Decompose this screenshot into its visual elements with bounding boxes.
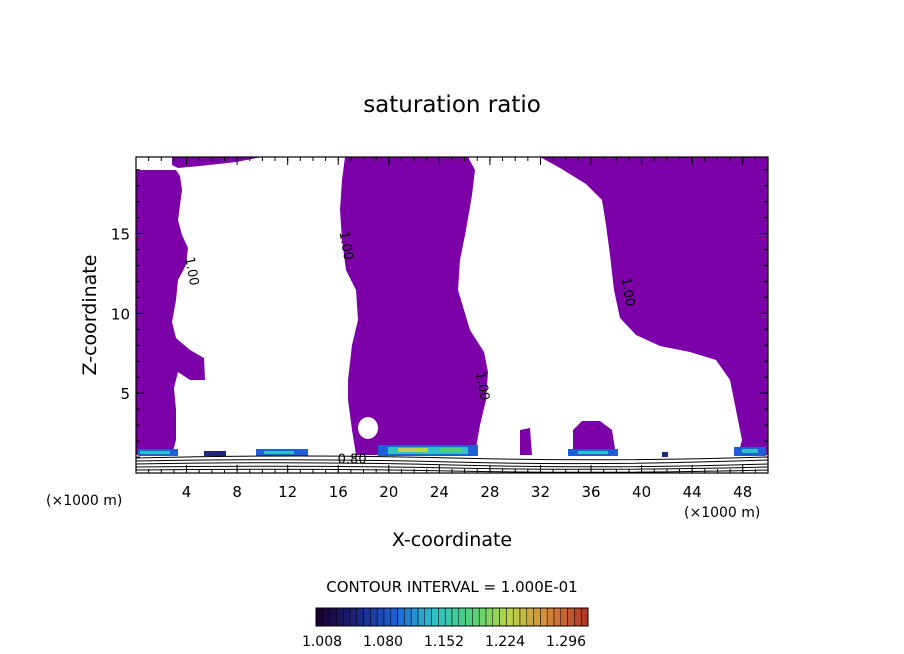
x-tick-label: 40: [632, 483, 651, 501]
colorbar-swatch: [363, 607, 371, 627]
x-tick-label: 48: [733, 483, 752, 501]
colorbar-swatch: [478, 607, 487, 627]
x-unit-right: (×1000 m): [684, 505, 760, 521]
x-axis-label: X-coordinate: [392, 529, 512, 551]
x-tick-label: 16: [329, 483, 348, 501]
colorbar-swatch: [397, 607, 405, 627]
colorbar-tick-label: 1.080: [363, 634, 403, 650]
y-tick-label: 5: [120, 385, 130, 403]
contour-label: 0.80: [338, 452, 367, 467]
x-tick-label: 20: [379, 483, 398, 501]
saturated-region-right: [540, 157, 768, 455]
hole-center: [358, 417, 378, 439]
x-ticks: 4 8 12 16 20 24 28 32 36 40 44 48: [148, 157, 756, 501]
colorbar-tick-label: 1.152: [424, 634, 464, 650]
contour-labels: 1.00 1.00 1.00 1.00 0.80: [181, 230, 637, 467]
colorbar-swatch: [370, 607, 378, 627]
colorbar-swatch: [540, 607, 548, 627]
contour-interval-label: CONTOUR INTERVAL = 1.000E-01: [326, 578, 577, 596]
colorbar-swatch: [485, 607, 494, 627]
colorbar-swatch: [438, 607, 446, 627]
colorbar-swatch: [336, 607, 344, 627]
colorbar-tick-labels: 1.008 1.080 1.152 1.224 1.296: [302, 634, 586, 650]
colorbar-swatch: [580, 607, 589, 627]
colorbar-swatch: [546, 607, 555, 627]
colorbar-swatch: [431, 607, 439, 627]
x-tick-label: 32: [531, 483, 550, 501]
low-level-bands: [138, 445, 766, 457]
contour-label: 1.00: [472, 371, 492, 402]
near-surface-contours: [136, 455, 768, 473]
colorbar-swatch: [342, 607, 351, 627]
chart-title: saturation ratio: [363, 92, 541, 118]
colorbar-swatch: [465, 607, 473, 627]
colorbar-swatch: [390, 607, 398, 627]
colorbar-swatch: [567, 607, 575, 627]
colorbar-swatch: [506, 607, 514, 627]
contour-field: [136, 157, 768, 473]
x-unit-left: (×1000 m): [46, 493, 122, 509]
colorbar-swatch: [383, 607, 392, 627]
colorbar-swatch: [492, 607, 500, 627]
x-tick-label: 12: [278, 483, 297, 501]
colorbar-swatch: [526, 607, 534, 627]
x-tick-label: 44: [683, 483, 702, 501]
colorbar-swatch: [322, 607, 330, 627]
colorbar-tick-label: 1.296: [546, 634, 586, 650]
x-tick-label: 28: [480, 483, 499, 501]
y-tick-label: 15: [111, 226, 130, 244]
colorbar-swatch: [376, 607, 385, 627]
saturated-region-thin: [520, 428, 532, 455]
colorbar-swatch: [553, 607, 562, 627]
colorbar-swatch: [444, 607, 453, 627]
y-tick-label: 10: [111, 305, 130, 323]
saturated-region-top-left: [172, 157, 262, 168]
colorbar-swatch: [410, 607, 419, 627]
x-tick-label: 36: [581, 483, 600, 501]
colorbar-swatch: [404, 607, 412, 627]
contour-label: 1.00: [181, 256, 201, 287]
colorbar-swatch: [574, 607, 582, 627]
colorbar-swatch: [315, 607, 324, 627]
colorbar: [315, 607, 589, 627]
colorbar-swatch: [519, 607, 528, 627]
colorbar-swatch: [329, 607, 337, 627]
x-tick-label: 4: [182, 483, 192, 501]
colorbar-swatch: [356, 607, 364, 627]
colorbar-swatch: [458, 607, 466, 627]
x-tick-label: 8: [232, 483, 242, 501]
colorbar-swatch: [451, 607, 460, 627]
colorbar-swatch: [349, 607, 358, 627]
y-ticks: 5 10 15: [111, 169, 768, 458]
saturated-region-left: [136, 170, 205, 455]
colorbar-tick-label: 1.224: [485, 634, 525, 650]
y-axis-label: Z-coordinate: [79, 255, 101, 376]
colorbar-swatch: [499, 607, 507, 627]
colorbar-swatch: [560, 607, 568, 627]
contour-label: 1.00: [617, 276, 637, 307]
contour-label: 1.00: [336, 230, 356, 261]
colorbar-frame: [315, 607, 589, 627]
saturated-region-small-right: [573, 421, 616, 455]
colorbar-swatch: [512, 607, 521, 627]
colorbar-swatch: [417, 607, 426, 627]
colorbar-swatch: [533, 607, 541, 627]
x-tick-label: 24: [430, 483, 449, 501]
colorbar-tick-label: 1.008: [302, 634, 342, 650]
colorbar-swatch: [424, 607, 432, 627]
colorbar-swatch: [472, 607, 480, 627]
saturated-region-center: [340, 157, 488, 455]
